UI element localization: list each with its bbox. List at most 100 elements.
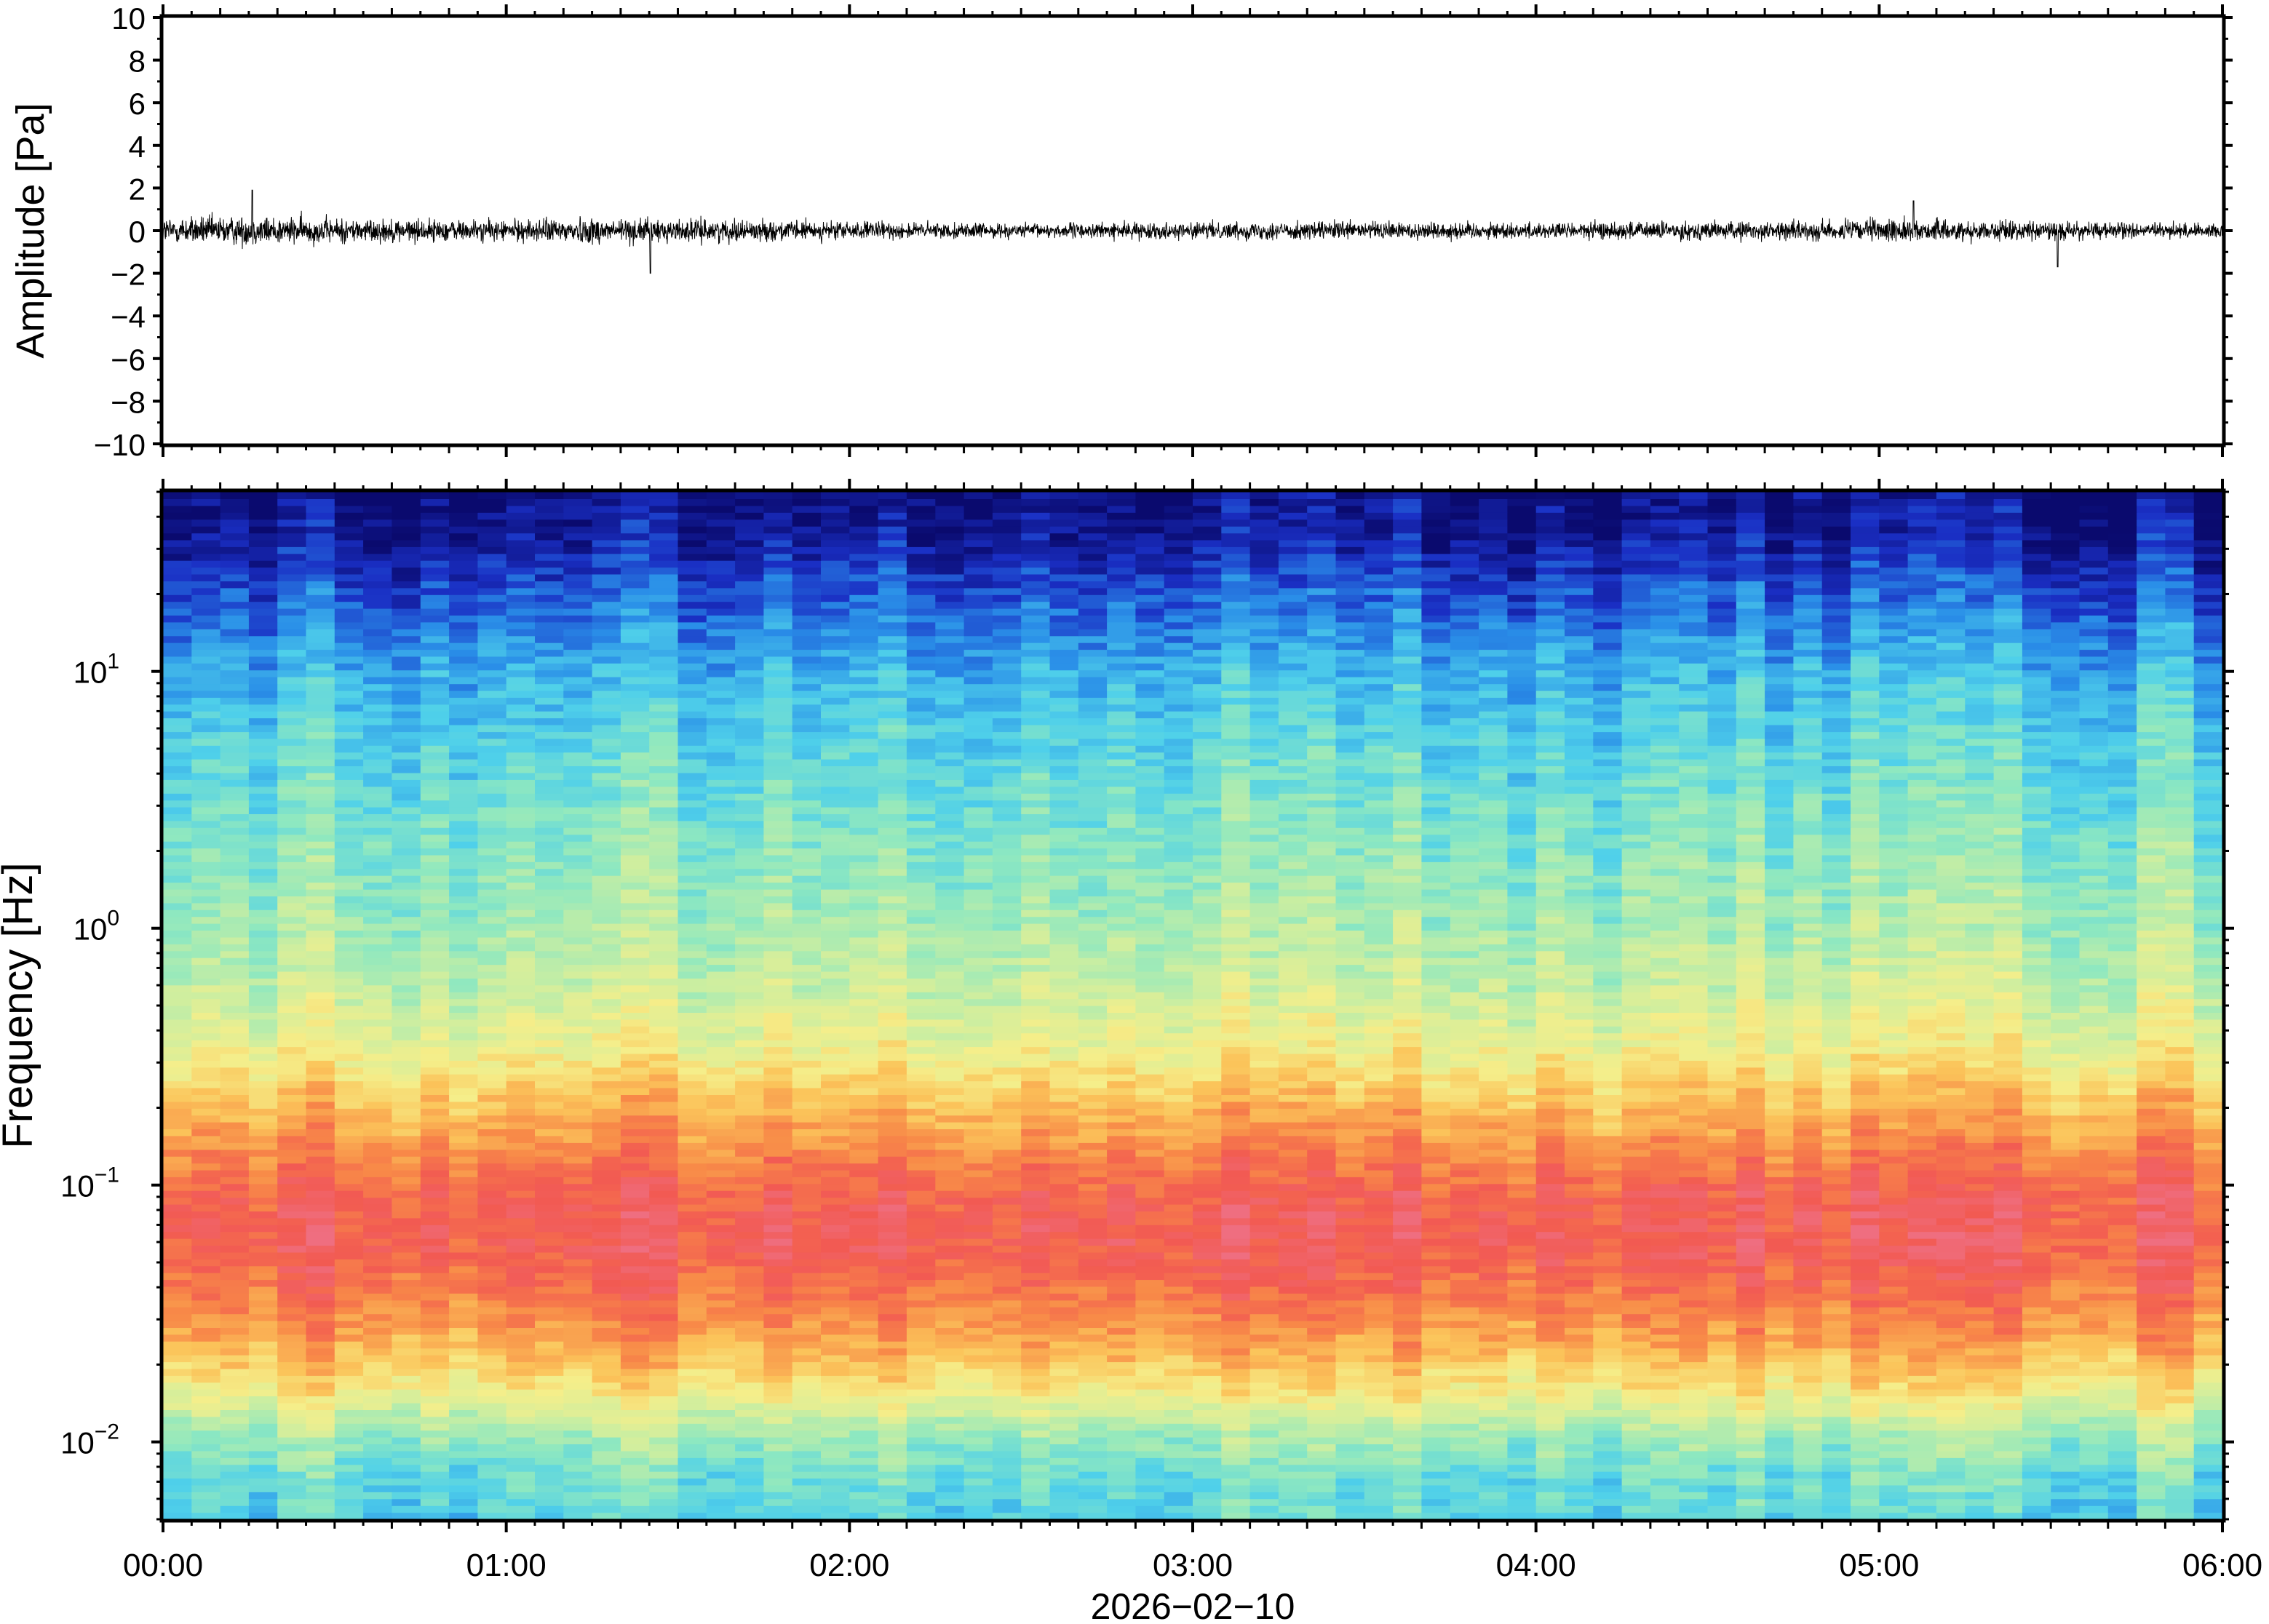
spectrogram-cell — [535, 1348, 564, 1356]
spectrogram-cell — [1507, 1355, 1537, 1363]
spectrogram-cell — [220, 1129, 250, 1137]
spectrogram-cell — [2137, 1348, 2166, 1356]
spectrogram-cell — [821, 1396, 850, 1404]
spectrogram-cell — [906, 1101, 936, 1109]
spectrogram-cell — [649, 1053, 679, 1061]
spectrogram-cell — [506, 1313, 536, 1321]
spectrogram-cell — [1364, 1361, 1394, 1369]
spectrogram-cell — [449, 1293, 478, 1301]
spectrogram-cell — [392, 1396, 421, 1404]
spectrogram-cell — [1307, 1279, 1337, 1287]
spectrogram-cell — [477, 1334, 507, 1342]
spectrogram-cell — [506, 1273, 536, 1281]
spectrogram-cell — [935, 1094, 965, 1102]
spectrogram-cell — [649, 1444, 679, 1452]
spectrogram-cell — [1707, 1108, 1737, 1116]
spectrogram-cell — [1936, 1478, 1966, 1486]
spectrogram-cell — [821, 1375, 850, 1383]
spectrogram-cell — [1393, 1231, 1422, 1239]
spectrogram-cell — [1479, 1484, 1508, 1492]
spectrogram-cell — [1193, 1505, 1222, 1513]
spectrogram-cell — [1879, 1217, 1909, 1225]
spectrogram-cell — [1278, 1478, 1308, 1486]
spectrogram-cell — [763, 1080, 793, 1088]
spectrogram-cell — [2079, 1088, 2109, 1095]
spectrogram-cell — [821, 1094, 850, 1102]
spectrogram-cell — [935, 1115, 965, 1123]
spectrogram-cell — [649, 1177, 679, 1185]
spectrogram-cell — [2079, 1245, 2109, 1253]
spectrogram-cell — [649, 1231, 679, 1239]
spectrogram-cell — [1707, 1492, 1737, 1500]
spectrogram-cell — [1078, 1251, 1108, 1259]
spectrogram-cell — [306, 1251, 335, 1259]
amplitude-tick-label: 4 — [129, 130, 146, 164]
spectrogram-cell — [1535, 1293, 1565, 1301]
spectrogram-cell — [1936, 1149, 1966, 1157]
spectrogram-cell — [1851, 1334, 1880, 1342]
spectrogram-cell — [620, 1231, 650, 1239]
spectrogram-cell — [935, 1492, 965, 1500]
spectrogram-cell — [334, 1307, 364, 1315]
spectrogram-cell — [963, 1423, 993, 1431]
spectrogram-cell — [849, 1307, 879, 1315]
spectrogram-cell — [1307, 1492, 1337, 1500]
spectrogram-cell — [1021, 1457, 1051, 1465]
spectrogram-cell — [449, 1142, 478, 1150]
spectrogram-cell — [1021, 1307, 1051, 1315]
spectrogram-cell — [1736, 1334, 1765, 1342]
spectrogram-cell — [2107, 1430, 2137, 1438]
spectrogram-cell — [1535, 1396, 1565, 1404]
spectrogram-cell — [1393, 1245, 1422, 1253]
spectrogram-cell — [1736, 1299, 1765, 1307]
spectrogram-cell — [735, 1046, 764, 1054]
spectrogram-cell — [1021, 1478, 1051, 1486]
spectrogram-cell — [306, 1190, 335, 1198]
spectrogram-cell — [420, 1286, 450, 1294]
spectrogram-cell — [706, 1457, 736, 1465]
spectrogram-cell — [1164, 1321, 1193, 1328]
spectrogram-cell — [1679, 1088, 1709, 1095]
spectrogram-cell — [1221, 1149, 1251, 1157]
spectrogram-cell — [821, 1403, 850, 1410]
spectrogram-cell — [1221, 1341, 1251, 1349]
spectrogram-cell — [1621, 1430, 1651, 1438]
spectrogram-cell — [163, 1142, 192, 1150]
spectrogram-cell — [334, 1177, 364, 1185]
spectrogram-cell — [248, 1046, 278, 1054]
spectrogram-cell — [620, 1088, 650, 1095]
spectrogram-cell — [1307, 1355, 1337, 1363]
spectrogram-cell — [535, 1108, 564, 1116]
spectrogram-cell — [1221, 1484, 1251, 1492]
spectrogram-cell — [392, 1142, 421, 1150]
spectrogram-cell — [1364, 1135, 1394, 1143]
spectrogram-cell — [1736, 1492, 1765, 1500]
spectrogram-cell — [1249, 1101, 1279, 1109]
spectrogram-cell — [992, 1293, 1022, 1301]
spectrogram-cell — [1765, 1197, 1794, 1205]
spectrogram-cell — [1335, 1484, 1365, 1492]
spectrogram-cell — [1793, 1238, 1823, 1246]
spectrogram-cell — [1021, 1334, 1051, 1342]
spectrogram-cell — [191, 1361, 221, 1369]
spectrogram-cell — [563, 1273, 593, 1281]
spectrogram-cell — [363, 1403, 392, 1410]
spectrogram-cell — [2165, 1437, 2195, 1444]
spectrogram-cell — [592, 1088, 621, 1095]
spectrogram-cell — [1993, 1341, 2023, 1349]
spectrogram-cell — [191, 1403, 221, 1410]
spectrogram-cell — [191, 1464, 221, 1472]
spectrogram-cell — [878, 1225, 907, 1233]
spectrogram-cell — [306, 1307, 335, 1315]
spectrogram-cell — [1679, 1307, 1709, 1315]
spectrogram-cell — [477, 1088, 507, 1095]
spectrogram-cell — [792, 1327, 822, 1335]
spectrogram-cell — [248, 1080, 278, 1088]
spectrogram-cell — [878, 1396, 907, 1404]
spectrogram-cell — [535, 1457, 564, 1465]
spectrogram-cell — [1335, 1259, 1365, 1267]
spectrogram-cell — [649, 1423, 679, 1431]
spectrogram-cell — [1393, 1211, 1422, 1219]
spectrogram-cell — [1164, 1053, 1193, 1061]
spectrogram-cell — [1450, 1231, 1479, 1239]
